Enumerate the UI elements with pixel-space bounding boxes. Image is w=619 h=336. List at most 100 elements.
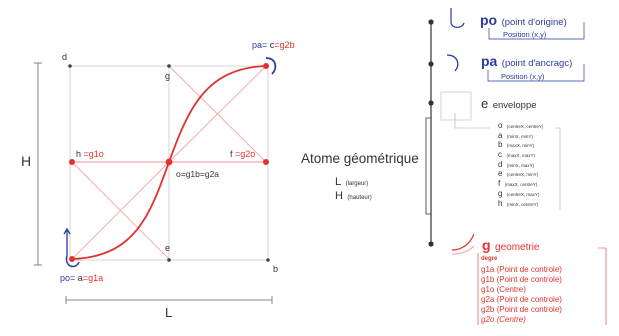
envelope-item-detail: (minX, centreY) — [506, 201, 539, 207]
envelope-items-list: o (centreX, centreY) a (minX, minY) b (m… — [498, 119, 543, 208]
envelope-item-letter: h — [498, 198, 503, 208]
point-e — [167, 258, 171, 262]
tree-pa-position: Position (x,y) — [501, 72, 545, 81]
label-h-prefix: h — [76, 149, 82, 159]
tree-po-symbol: po — [480, 12, 498, 28]
envelope-item: o (centreX, centreY) — [498, 119, 543, 130]
envelope-item-detail: (minX, maxY) — [506, 162, 535, 168]
tree-envelope-heading: e enveloppe — [481, 96, 537, 112]
label-h-ref: =g1o — [83, 149, 104, 159]
geometry-drawing — [34, 57, 277, 304]
envelope-item: a (minX, minY) — [498, 129, 543, 140]
label-pa-c: c — [269, 40, 275, 50]
point-d — [68, 64, 72, 68]
property-tree — [425, 8, 607, 325]
envelope-item-letter: o — [498, 121, 503, 130]
envelope-item-letter: g — [498, 188, 503, 198]
envelope-item-detail: (minX, minY) — [506, 133, 533, 139]
label-point-b: b — [273, 264, 279, 274]
legend-height-symbol: H — [335, 190, 343, 202]
point-center-o — [165, 158, 173, 166]
envelope-item: c (maxX, maxY) — [498, 148, 543, 160]
legend-height-desc: (hauteur) — [347, 195, 372, 201]
envelope-item: e (centreX, minY) — [498, 167, 543, 178]
tree-po-position: Position (x,y) — [503, 30, 547, 39]
envelope-item-detail: (maxX, centreY) — [504, 182, 538, 188]
tree-envelope-label: enveloppe — [492, 100, 537, 111]
label-f-ref: =g2o — [235, 149, 256, 159]
geometry-item: g1b (Point de controle) — [481, 274, 562, 284]
envelope-item-detail: (centreX, minY) — [506, 172, 539, 178]
point-g1o — [69, 159, 75, 165]
label-point-h: h =g1o — [76, 150, 104, 159]
tree-geometry-heading: g geometrie — [482, 238, 539, 254]
tree-po-heading: po (point d'origine) — [480, 13, 567, 29]
tree-envelope-symbol: e — [481, 96, 489, 111]
po-sub-bracket — [488, 22, 585, 40]
label-pa-prefix: pa= — [252, 40, 268, 50]
envelope-item-letter: a — [498, 130, 503, 140]
atom-title: Atome géométrique — [301, 151, 419, 166]
point-g — [167, 64, 171, 68]
anchor-curl-icon — [265, 57, 277, 75]
geometry-item: g2b (Point de controle) — [481, 304, 562, 314]
envelope-item-letter: c — [498, 150, 502, 160]
tree-geometry-symbol: g — [482, 237, 491, 253]
envelope-icon — [440, 91, 472, 121]
geometry-hook-icon-tail — [451, 245, 475, 255]
legend-width: L (largeur) — [335, 173, 368, 189]
label-point-f: f =g2o — [230, 150, 255, 159]
tree-pa-desc: (point d'ancragc) — [501, 58, 573, 69]
geometry-items-bracket — [598, 247, 607, 325]
geometry-item: g1o (Centre) — [481, 284, 526, 294]
label-point-d: d — [62, 52, 68, 62]
label-po-a: a — [77, 273, 83, 283]
pa-sub-bracket — [487, 64, 585, 82]
point-b — [266, 258, 270, 262]
tree-node-geometry — [428, 241, 434, 247]
envelope-item-detail: (centreX, maxY) — [506, 191, 540, 197]
label-po-ref: =g1a — [82, 273, 104, 283]
tree-bracket — [425, 117, 431, 215]
label-po-prefix: po= — [60, 273, 76, 283]
envelope-item: d (minX, maxY) — [498, 158, 543, 169]
geometry-item: g2o (Centre) — [481, 314, 526, 324]
geometry-hook-icon — [451, 233, 475, 251]
tree-po-desc: (point d'origine) — [501, 17, 567, 28]
envelope-items-connector — [454, 113, 490, 129]
tree-node-pa — [428, 61, 434, 67]
tree-node-envelope — [428, 100, 434, 106]
tree-node-po — [428, 19, 434, 25]
control-line-g1o-g1a — [71, 161, 170, 260]
origin-arrow-icon — [63, 227, 71, 256]
point-po — [69, 256, 75, 262]
envelope-item: g (centreX, maxY) — [498, 187, 543, 198]
label-point-pa: pa= c=g2b — [252, 41, 295, 50]
envelope-item-letter: d — [498, 159, 503, 169]
label-point-e: e — [165, 243, 171, 253]
legend-height: H (hauteur) — [335, 187, 372, 203]
control-line-g2a-g2b — [168, 65, 267, 163]
envelope-item-letter: b — [498, 140, 503, 150]
origin-curl-icon — [65, 255, 80, 268]
envelope-item: f (maxX, centreY) — [498, 177, 543, 188]
origin-hook-icon — [450, 8, 465, 28]
label-center-o: o=g1b=g2a — [176, 169, 220, 179]
envelope-item-detail: (maxX, minY) — [506, 143, 535, 149]
envelope-items-bracket — [555, 127, 561, 210]
width-label: L — [165, 305, 173, 320]
label-pa-ref: =g2b — [274, 40, 295, 50]
legend-width-symbol: L — [335, 176, 342, 188]
envelope-item-detail: (maxX, maxY) — [506, 153, 535, 159]
legend-width-desc: (largeur) — [345, 181, 369, 187]
geometry-items-list: degre g1a (Point de controle) g1b (Point… — [481, 255, 562, 325]
label-point-po: po= a=g1a — [60, 274, 103, 283]
tree-pa-symbol: pa — [481, 53, 498, 69]
geometry-item: g2a (Point de controle) — [481, 294, 562, 304]
tree-pa-heading: pa (point d'ancragc) — [481, 54, 572, 70]
anchor-hook-icon — [446, 54, 459, 72]
geometry-item: g1a (Point de controle) — [481, 264, 562, 274]
envelope-item: h (minX, centreY) — [498, 197, 543, 208]
point-pa — [263, 63, 269, 69]
